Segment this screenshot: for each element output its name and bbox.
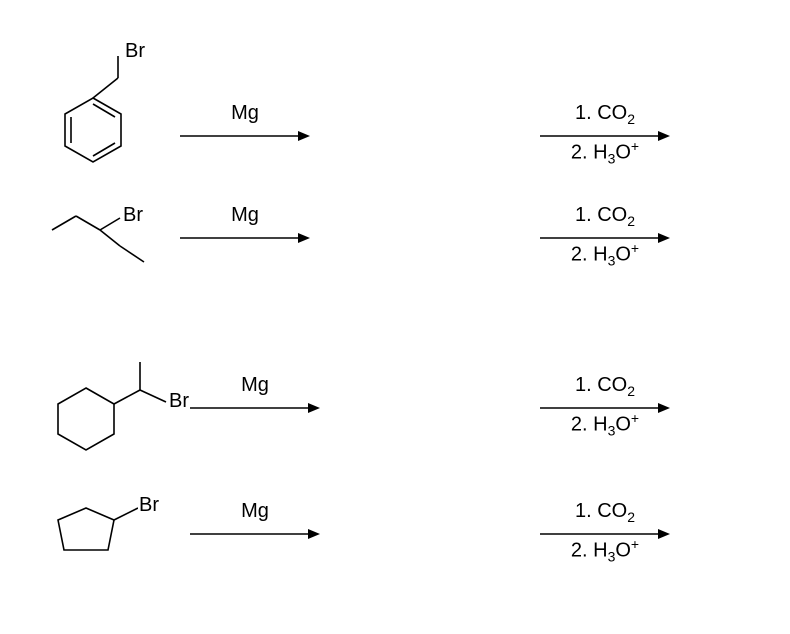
reagent-co2-label: 1. CO2: [540, 500, 670, 525]
arrow-step2-row2: 1. CO2 2. H3O+: [540, 230, 670, 246]
reagent-mg-label: Mg: [190, 500, 320, 523]
br-label: Br: [138, 494, 160, 517]
reaction-row-4: Br Mg 1. CO2 2. H3O+: [0, 490, 790, 600]
reagent-mg-label: Mg: [180, 102, 310, 125]
structure-1-bromoethyl-cyclohexane: Br: [44, 340, 194, 460]
arrow-step2-row1: 1. CO2 2. H3O+: [540, 128, 670, 144]
reagent-h3o-label: 2. H3O+: [540, 138, 670, 167]
reaction-row-1: Br Mg 1. CO2 2. H3O+: [0, 52, 790, 192]
reagent-co2-label: 1. CO2: [540, 204, 670, 229]
pentane-svg-3: [48, 200, 178, 290]
arrow-svg: [190, 526, 320, 542]
arrow-svg: [190, 400, 320, 416]
reagent-h3o-label: 2. H3O+: [540, 240, 670, 269]
arrow-svg: [180, 128, 310, 144]
reaction-row-3: Br Mg 1. CO2 2. H3O+: [0, 340, 790, 470]
reaction-row-2: Br Mg 1. CO2 2. H3O+: [0, 200, 790, 300]
arrow-svg: [180, 230, 310, 246]
arrow-step2-row4: 1. CO2 2. H3O+: [540, 526, 670, 542]
arrow-step2-row3: 1. CO2 2. H3O+: [540, 400, 670, 416]
reagent-mg-label: Mg: [180, 204, 310, 227]
reagent-co2-label: 1. CO2: [540, 374, 670, 399]
reagent-h3o-label: 2. H3O+: [540, 536, 670, 565]
reagent-co2-label: 1. CO2: [540, 102, 670, 127]
structure-benzyl-bromide: Br: [48, 52, 168, 182]
arrow-step1-row4: Mg: [190, 526, 320, 542]
reagent-h3o-label: 2. H3O+: [540, 410, 670, 439]
br-label: Br: [122, 204, 144, 227]
arrow-step1-row3: Mg: [190, 400, 320, 416]
br-label: Br: [168, 390, 190, 413]
structure-3-bromopentane: Br: [48, 200, 178, 290]
br-label: Br: [124, 40, 146, 63]
reagent-mg-label: Mg: [190, 374, 320, 397]
benzyl-bromide-svg: [48, 52, 168, 182]
arrow-step1-row2: Mg: [180, 230, 310, 246]
arrow-step1-row1: Mg: [180, 128, 310, 144]
reaction-scheme-page: Br Mg 1. CO2 2. H3O+: [0, 0, 790, 634]
structure-bromocyclopentane: Br: [52, 490, 172, 580]
